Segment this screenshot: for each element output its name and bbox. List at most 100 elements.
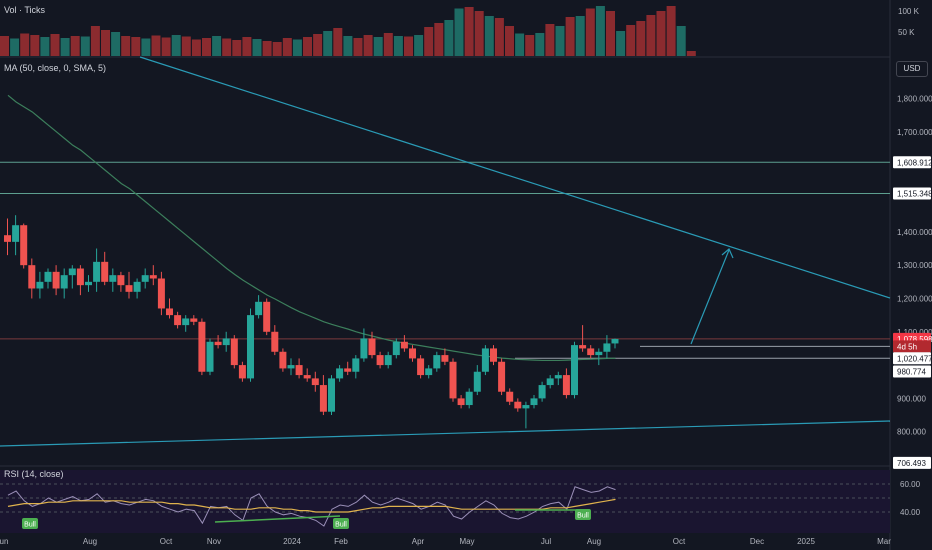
volume-bar	[535, 33, 545, 56]
price-tag-label: 980.774	[897, 367, 926, 376]
volume-bar	[626, 25, 636, 56]
volume-bar	[414, 35, 424, 56]
candle-body	[198, 321, 206, 372]
candle-body	[157, 278, 165, 309]
candle-body	[255, 301, 263, 316]
candle-body	[303, 375, 311, 379]
price-axis-label: 1,400.000	[897, 228, 932, 237]
volume-bar	[505, 26, 514, 56]
volume-bar	[272, 42, 282, 56]
currency-badge[interactable]: USD	[896, 61, 928, 77]
volume-indicator-label[interactable]: Vol · Ticks	[4, 5, 46, 15]
volume-bar	[373, 37, 383, 56]
candle-body	[117, 275, 125, 286]
time-axis-label: Aug	[587, 537, 601, 546]
candle-body	[554, 375, 562, 379]
volume-bar	[353, 38, 363, 56]
rsi-axis-label: 60.00	[900, 480, 921, 489]
candle-body	[425, 368, 433, 376]
volume-bar	[10, 38, 20, 56]
volume-bar	[80, 36, 90, 56]
volume-bar	[121, 36, 131, 56]
time-axis-label: Aug	[83, 537, 97, 546]
candle-body	[473, 371, 481, 392]
candle-body	[76, 268, 84, 286]
rsi-indicator-label[interactable]: RSI (14, close)	[4, 469, 64, 479]
price-tag-label: 1,608.912	[897, 158, 932, 167]
price-tag-label: 1,078.598	[897, 335, 932, 344]
candle-body	[68, 268, 76, 276]
bull-signal-badge	[22, 518, 38, 529]
volume-bar	[424, 27, 434, 56]
volume-bar	[575, 16, 585, 56]
volume-bar	[141, 38, 151, 56]
candle-body	[328, 378, 335, 412]
candle-body	[279, 351, 287, 369]
volume-bar	[434, 23, 444, 56]
time-axis-label: Mar	[877, 537, 891, 546]
volume-bar	[0, 36, 9, 56]
time-axis-label: Jun	[0, 537, 8, 546]
candle-body	[352, 358, 360, 372]
time-axis-label: 2024	[283, 537, 301, 546]
candle-body	[44, 271, 52, 282]
volume-bar	[555, 26, 565, 56]
candle-body	[562, 375, 570, 396]
candle-body	[409, 348, 416, 359]
candle-body	[287, 365, 295, 369]
price-axis-label: 1,200.000	[897, 294, 932, 303]
candle-body	[336, 368, 344, 379]
candle-body	[538, 385, 546, 399]
time-axis-label: Oct	[673, 537, 686, 546]
candle-body	[384, 355, 392, 366]
candle-body	[368, 338, 376, 356]
time-axis-label: Jul	[541, 537, 551, 546]
volume-bar	[262, 41, 272, 56]
volume-bar	[363, 35, 373, 56]
volume-bar	[444, 20, 454, 56]
descending-trendline	[139, 56, 891, 299]
ascending-trendline	[0, 420, 891, 447]
candle-body	[149, 275, 157, 279]
volume-bar	[585, 8, 595, 56]
volume-bar	[131, 37, 141, 56]
volume-bar	[90, 26, 100, 56]
candle-body	[109, 275, 117, 282]
candle-body	[514, 401, 522, 409]
volume-bars	[0, 6, 696, 56]
candle-body	[417, 358, 425, 376]
candle-body	[579, 345, 587, 349]
volume-bar	[676, 26, 686, 56]
price-axis-label: 1,800.000	[897, 95, 932, 104]
price-axis-label: 1,300.000	[897, 261, 932, 270]
bull-signal-label: Bull	[577, 513, 589, 520]
volume-bar	[343, 36, 353, 56]
volume-bar	[383, 33, 393, 56]
volume-bar	[70, 36, 80, 56]
volume-bar	[202, 38, 211, 56]
volume-bar	[242, 37, 252, 56]
volume-bar	[686, 51, 696, 56]
price-tag	[893, 352, 931, 365]
volume-bar	[222, 38, 232, 56]
volume-bar	[171, 35, 181, 56]
volume-bar	[666, 6, 676, 56]
projection-arrow	[690, 249, 730, 345]
time-axis-label: 2025	[797, 537, 815, 546]
ma-indicator-label[interactable]: MA (50, close, 0, SMA, 5)	[4, 63, 107, 73]
candle-body	[93, 261, 101, 282]
volume-bar	[60, 38, 70, 56]
volume-bar	[525, 35, 535, 56]
time-axis-label: Dec	[750, 537, 764, 546]
volume-bar	[636, 21, 646, 56]
candle-body	[85, 281, 92, 286]
ma-line	[7, 94, 616, 362]
candle-body	[360, 338, 368, 359]
volume-axis-label: 100 K	[898, 7, 920, 16]
bull-signal-badge	[333, 518, 349, 529]
candle-body	[12, 225, 20, 242]
volume-bar	[484, 16, 494, 56]
bull-divergence-line	[214, 515, 341, 523]
